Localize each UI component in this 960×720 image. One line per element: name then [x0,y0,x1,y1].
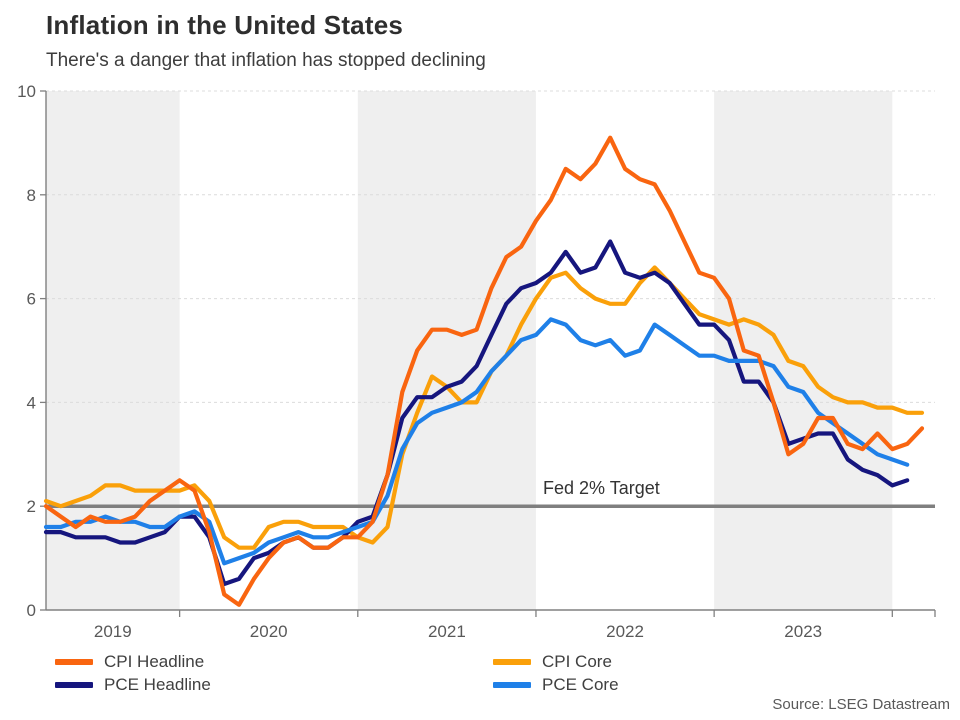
x-tick-label: 2020 [250,622,288,641]
pce-headline-swatch-icon [55,681,93,688]
legend-column-left: CPI Headline PCE Headline [55,650,211,696]
x-tick-label: 2021 [428,622,466,641]
legend-column-right: CPI Core PCE Core [493,650,619,696]
x-tick-label: 2023 [784,622,822,641]
page-title: Inflation in the United States [46,10,404,40]
cpi-headline-swatch-icon [55,658,93,665]
legend-label: CPI Headline [104,651,205,671]
x-tick-label: 2022 [606,622,644,641]
series-line-pce-core [43,317,910,566]
legend-item-pce-headline: PCE Headline [55,673,211,696]
legend-label: PCE Core [542,674,619,694]
y-tick-label: 8 [27,186,36,205]
page-subtitle: There's a danger that inflation has stop… [46,50,486,71]
source-note: Source: LSEG Datastream [772,696,950,713]
cpi-core-swatch-icon [493,658,531,665]
legend-item-pce-core: PCE Core [493,673,619,696]
y-tick-label: 10 [17,82,36,101]
series-line-cpi-headline [43,135,925,607]
legend-item-cpi-headline: CPI Headline [55,650,211,673]
series-line-cpi-core [43,265,925,550]
y-tick-label: 6 [27,290,36,309]
x-tick-label: 2019 [94,622,132,641]
legend-label: PCE Headline [104,674,211,694]
chart-legend: CPI Headline PCE Headline CPI Core PCE C… [0,650,960,700]
y-tick-label: 0 [27,601,36,620]
fed-target-label: Fed 2% Target [543,478,660,498]
y-tick-label: 4 [27,393,36,412]
y-tick-label: 2 [27,497,36,516]
legend-item-cpi-core: CPI Core [493,650,619,673]
legend-label: CPI Core [542,651,612,671]
series-line-pce-headline [43,239,910,587]
year-band [714,91,893,610]
pce-core-swatch-icon [493,681,531,688]
